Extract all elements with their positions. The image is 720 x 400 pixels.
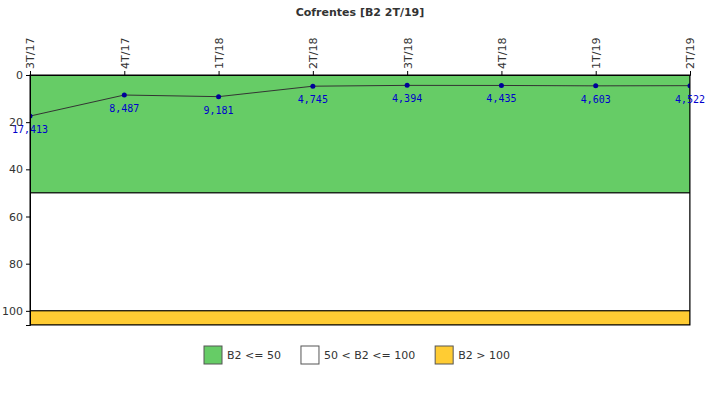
y-tick-label: 60: [9, 211, 23, 224]
x-tick-mark: [313, 71, 314, 75]
chart-title: Cofrentes [B2 2T/19]: [296, 6, 425, 19]
x-tick: 1T/19: [590, 38, 603, 75]
x-tick-label: 4T/17: [119, 38, 132, 69]
x-tick-label: 2T/18: [307, 38, 320, 69]
x-tick-mark: [596, 71, 597, 75]
x-tick: 3T/17: [24, 38, 37, 75]
x-tick-label: 1T/18: [213, 38, 226, 69]
y-tick: 60: [9, 211, 30, 224]
x-tick-label: 3T/18: [401, 38, 414, 69]
x-tick: 3T/18: [401, 38, 414, 75]
legend-label: 50 < B2 <= 100: [324, 349, 415, 362]
data-label: 4,394: [392, 93, 422, 104]
threshold-band: [30, 75, 690, 193]
data-point: [405, 83, 410, 88]
y-tick: 0: [16, 69, 30, 82]
legend-label: B2 > 100: [458, 349, 510, 362]
x-tick-mark: [407, 71, 408, 75]
threshold-band: [30, 311, 690, 325]
legend-swatch: [435, 346, 453, 364]
legend-label: B2 <= 50: [227, 349, 281, 362]
x-tick-mark: [219, 71, 220, 75]
data-point: [310, 84, 315, 89]
x-tick-label: 1T/19: [590, 38, 603, 69]
data-point: [593, 83, 598, 88]
legend-swatch: [301, 346, 319, 364]
legend-item: B2 <= 50: [204, 346, 281, 364]
x-tick: 2T/19: [684, 38, 697, 75]
y-tick-mark: [26, 75, 30, 76]
x-tick-mark: [501, 71, 502, 75]
x-tick: 2T/18: [307, 38, 320, 75]
data-label: 4,603: [581, 94, 611, 105]
x-axis: 3T/17 4T/17 1T/18 2T/18 3T/18 4T/18 1T/19 2T/19: [24, 38, 697, 76]
y-tick-mark: [26, 122, 30, 123]
y-tick-mark: [26, 169, 30, 170]
legend-swatch: [204, 346, 222, 364]
legend: B2 <= 50 50 < B2 <= 100 B2 > 100: [204, 346, 510, 364]
x-tick-label: 4T/18: [496, 38, 509, 69]
data-label: 9,181: [204, 105, 234, 116]
x-tick-label: 2T/19: [684, 38, 697, 69]
legend-item: B2 > 100: [435, 346, 510, 364]
y-tick: 80: [9, 258, 30, 271]
data-point: [499, 83, 504, 88]
y-axis-line: [26, 76, 31, 326]
marks: [30, 75, 690, 325]
plot-area: 17,4138,4879,1814,7454,3944,4354,6034,52…: [2, 38, 705, 326]
data-label: 4,522: [675, 94, 705, 105]
y-tick: 100: [2, 305, 30, 318]
x-axis-line: [31, 71, 691, 76]
x-tick-label: 3T/17: [24, 38, 37, 69]
chart-container: Cofrentes [B2 2T/19]17,4138,4879,1814,74…: [0, 0, 720, 400]
data-point: [122, 93, 127, 98]
y-tick-mark: [26, 311, 30, 312]
y-tick-mark: [26, 217, 30, 218]
x-tick-mark: [124, 71, 125, 75]
y-axis: 0 20 40 60 80 100: [2, 69, 31, 325]
data-line: [30, 85, 690, 116]
x-tick: 1T/18: [213, 38, 226, 75]
x-tick-mark: [30, 71, 31, 75]
y-tick: 40: [9, 163, 30, 176]
data-label: 4,745: [298, 94, 328, 105]
y-tick-label: 40: [9, 163, 23, 176]
x-tick-mark: [690, 71, 691, 75]
data-point: [216, 94, 221, 99]
data-label: 8,487: [109, 103, 139, 114]
y-tick-label: 100: [2, 305, 23, 318]
x-tick: 4T/17: [119, 38, 132, 75]
x-tick: 4T/18: [496, 38, 509, 75]
legend-item: 50 < B2 <= 100: [301, 346, 415, 364]
y-tick-label: 0: [16, 69, 23, 82]
y-tick-mark: [26, 264, 30, 265]
threshold-band: [30, 193, 690, 311]
y-tick-label: 20: [9, 116, 23, 129]
data-label: 4,435: [486, 93, 516, 104]
y-tick-label: 80: [9, 258, 23, 271]
y-tick: 20: [9, 116, 30, 129]
chart-svg: Cofrentes [B2 2T/19]17,4138,4879,1814,74…: [0, 0, 720, 400]
plot-frame: [30, 75, 690, 325]
